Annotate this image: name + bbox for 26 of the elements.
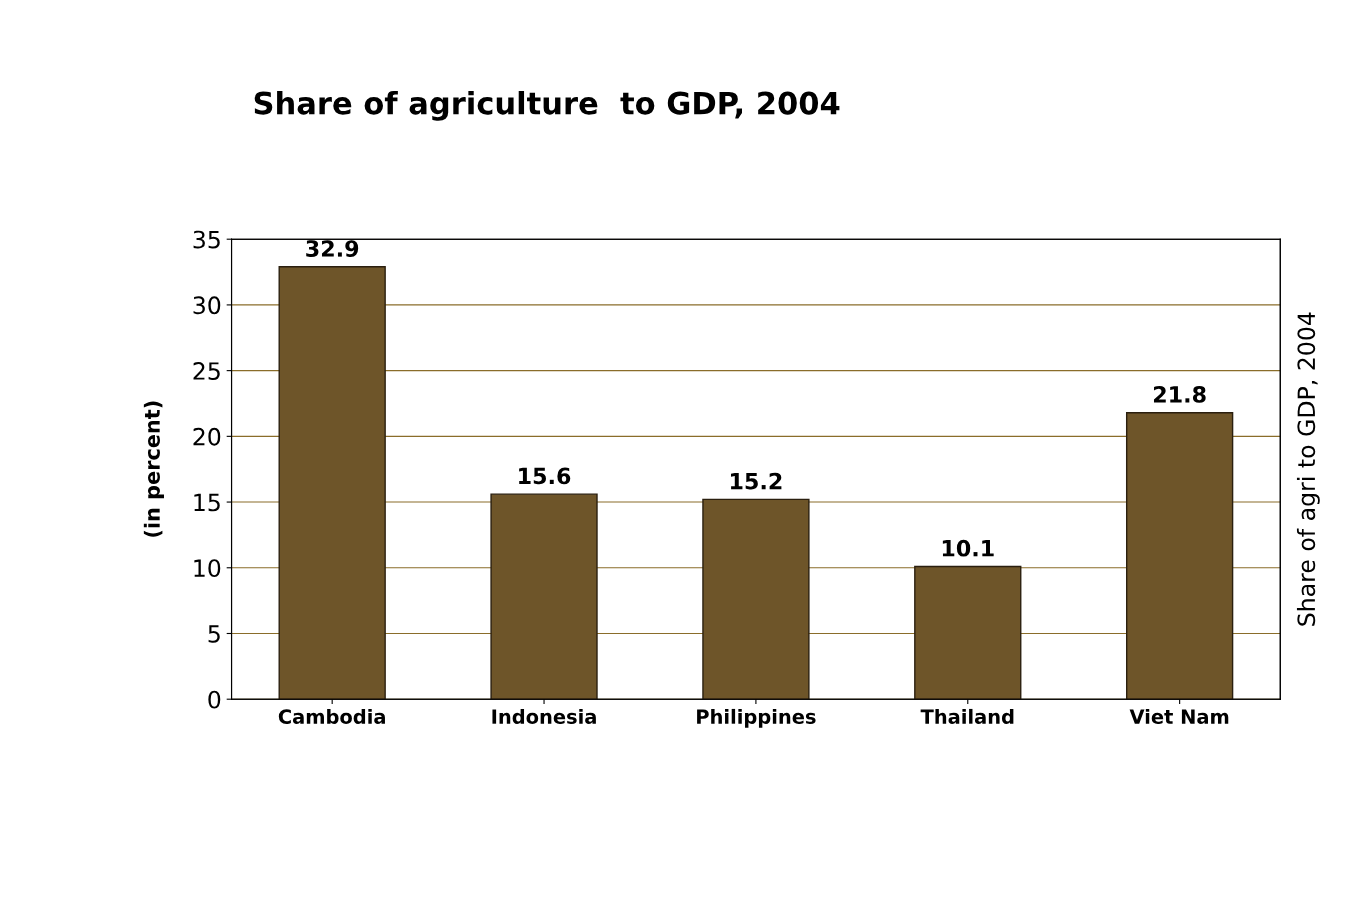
x-tick-label: Indonesia <box>492 708 596 724</box>
x-tick-label: Viet Nam <box>1129 708 1229 724</box>
data-label: 32.9 <box>306 240 359 257</box>
y2-axis-title: Share of agri to GDP, 2004 <box>1296 312 1320 626</box>
data-label: 15.2 <box>731 472 782 490</box>
y-tick-label: 25 <box>193 362 220 380</box>
bar <box>702 498 810 700</box>
y-tick-label: 0 <box>208 690 221 709</box>
y-tick-label: 30 <box>193 296 221 315</box>
x-tick-label: Cambodia <box>278 708 385 724</box>
bar <box>490 493 598 700</box>
bar <box>914 565 1022 700</box>
chart-title: Share of agriculture to GDP, 2004 <box>254 90 840 121</box>
data-label: 10.1 <box>942 539 994 557</box>
data-label: 15.6 <box>519 467 571 485</box>
x-tick-label: Philippines <box>697 708 816 728</box>
y-tick-label: 15 <box>194 493 220 512</box>
bar <box>1125 411 1234 700</box>
y-tick-label: 35 <box>193 230 220 249</box>
y-axis-title: (in percent) <box>143 401 164 537</box>
data-label: 21.8 <box>1153 386 1206 403</box>
y-tick-label: 5 <box>208 625 220 643</box>
bar <box>278 266 386 700</box>
y-tick-label: 10 <box>194 559 221 578</box>
x-tick-label: Thailand <box>920 708 1014 724</box>
y-tick-label: 20 <box>193 427 221 446</box>
